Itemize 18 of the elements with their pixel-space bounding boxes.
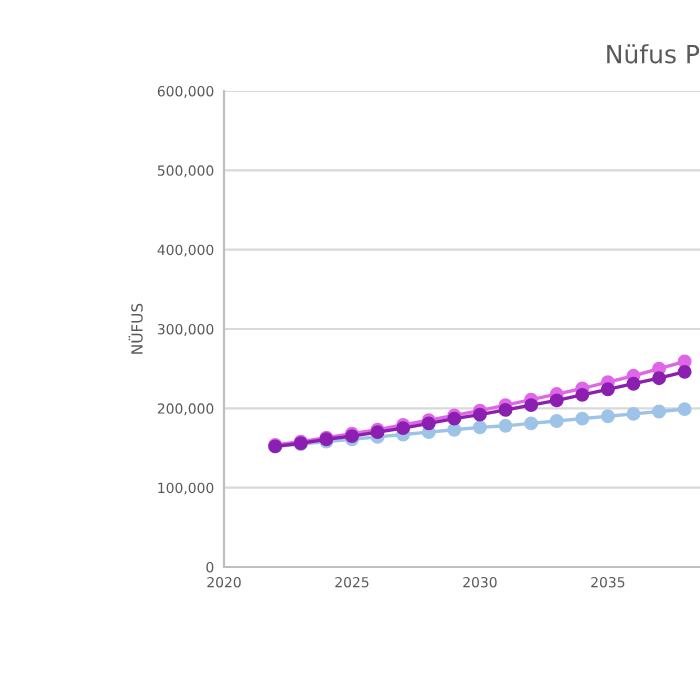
point xyxy=(626,376,641,391)
point xyxy=(472,420,487,435)
point xyxy=(626,406,641,421)
point xyxy=(549,393,564,408)
point xyxy=(498,418,513,433)
point xyxy=(677,402,692,417)
point xyxy=(575,411,590,426)
point xyxy=(652,404,666,419)
point xyxy=(524,416,539,431)
point xyxy=(600,409,615,424)
chart-title: Nüfus P xyxy=(607,44,700,64)
point xyxy=(652,371,666,386)
point xyxy=(600,382,615,397)
point xyxy=(575,387,590,402)
point xyxy=(677,364,692,379)
point xyxy=(549,414,564,428)
point xyxy=(447,422,462,437)
point xyxy=(524,398,539,413)
